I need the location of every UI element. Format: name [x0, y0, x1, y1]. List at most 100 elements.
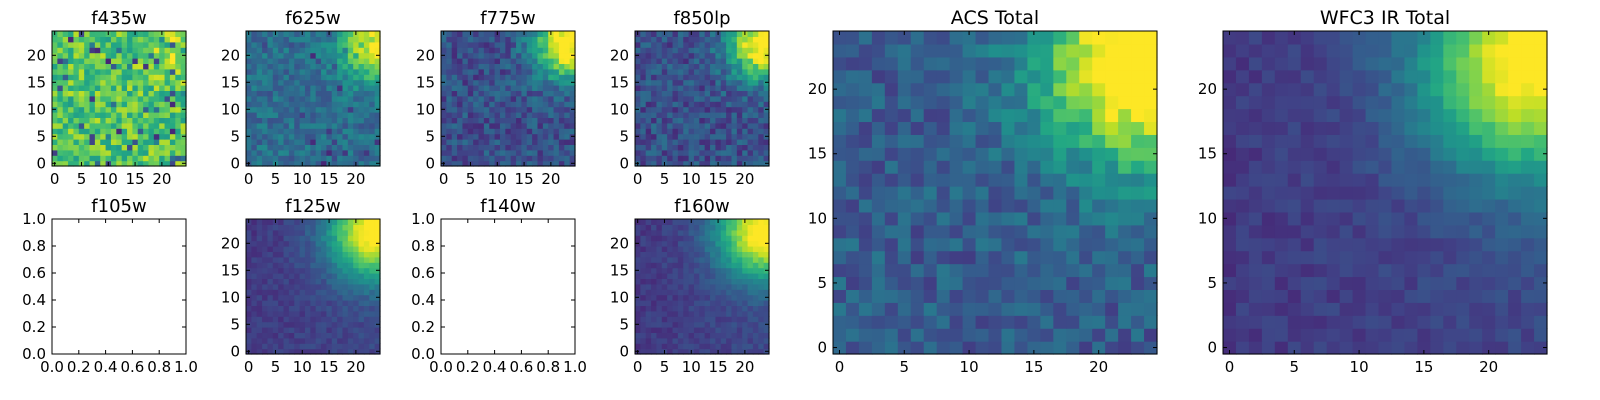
heatmap-cell — [672, 219, 679, 225]
heatmap-cell — [148, 36, 155, 43]
heatmap-cell — [731, 240, 738, 247]
heatmap-cell — [693, 251, 700, 258]
heatmap-cell — [1092, 160, 1106, 174]
heatmap-cell — [451, 112, 458, 118]
heatmap-cell — [315, 122, 322, 129]
heatmap-cell — [683, 58, 690, 64]
heatmap-cell — [68, 106, 75, 113]
heatmap-cell — [656, 31, 663, 37]
heatmap-cell — [688, 251, 695, 258]
heatmap-cell — [910, 56, 925, 71]
x-tick-label: 20 — [735, 170, 754, 188]
heatmap-cell — [553, 122, 560, 129]
heatmap-cell — [478, 117, 485, 124]
heatmap-cell — [936, 82, 951, 97]
heatmap-cell — [1144, 147, 1158, 161]
heatmap-cell — [321, 112, 327, 118]
heatmap-cell — [331, 224, 338, 231]
heatmap-cell — [975, 341, 990, 355]
heatmap-cell — [1326, 237, 1341, 252]
heatmap-cell — [337, 246, 344, 252]
heatmap-cell — [478, 144, 485, 151]
heatmap-cell — [331, 90, 338, 97]
heatmap-cell — [871, 237, 886, 252]
heatmap-cell — [661, 85, 668, 91]
heatmap-cell — [272, 332, 279, 339]
heatmap-cell — [1053, 31, 1067, 45]
heatmap-cell — [532, 90, 539, 97]
heatmap-cell — [1274, 302, 1289, 316]
heatmap-cell — [489, 85, 496, 91]
heatmap-cell — [667, 348, 674, 355]
heatmap-cell — [267, 117, 274, 124]
heatmap-cell — [747, 144, 754, 151]
heatmap-cell — [532, 101, 539, 108]
heatmap-cell — [499, 101, 506, 108]
heatmap-cell — [304, 251, 311, 258]
heatmap-cell — [747, 133, 754, 140]
heatmap-cell — [1040, 315, 1054, 329]
heatmap-cell — [337, 300, 344, 306]
heatmap-cell — [720, 316, 727, 323]
heatmap-cell — [1014, 173, 1028, 187]
heatmap-cell — [321, 160, 327, 167]
heatmap-cell — [510, 128, 517, 135]
heatmap-cell — [542, 95, 549, 102]
heatmap-cell — [635, 283, 641, 290]
heatmap-cell — [347, 128, 354, 135]
heatmap-cell — [923, 224, 938, 239]
heatmap-cell — [1053, 341, 1067, 355]
heatmap-cell — [1014, 250, 1028, 265]
heatmap-cell — [353, 316, 360, 323]
heatmap-cell — [704, 240, 711, 247]
heatmap-cell — [747, 106, 754, 113]
heatmap-cell — [347, 90, 354, 97]
heatmap-cell — [651, 332, 658, 339]
heatmap-cell — [331, 58, 338, 64]
heatmap-cell — [256, 149, 263, 156]
heatmap-cell — [731, 128, 738, 135]
y-tick-label: 20 — [416, 46, 435, 64]
heatmap-cell — [137, 36, 144, 43]
heatmap-cell — [283, 219, 290, 225]
heatmap-cell — [720, 144, 727, 151]
heatmap-cell — [137, 106, 144, 113]
heatmap-cell — [304, 117, 311, 124]
heatmap-cell — [353, 343, 360, 350]
heatmap-cell — [742, 310, 749, 317]
heatmap-cell — [1313, 198, 1328, 213]
heatmap-cell — [677, 144, 684, 151]
heatmap-cell — [100, 52, 107, 59]
panel-title: f140w — [480, 196, 535, 217]
heatmap-cell — [369, 101, 376, 108]
heatmap-cell — [137, 47, 144, 54]
heatmap-cell — [105, 58, 112, 64]
heatmap-cell — [731, 219, 738, 225]
heatmap-cell — [358, 36, 365, 43]
heatmap-cell — [121, 117, 128, 124]
heatmap-cell — [569, 41, 576, 48]
heatmap-cell — [871, 289, 886, 303]
heatmap-cell — [251, 122, 258, 129]
heatmap-cell — [858, 289, 873, 303]
heatmap-cell — [720, 155, 727, 162]
heatmap-cell — [62, 155, 69, 162]
heatmap-cell — [758, 139, 765, 145]
heatmap-cell — [1092, 315, 1106, 329]
heatmap-cell — [910, 341, 925, 355]
heatmap-cell — [1235, 315, 1250, 329]
heatmap-cell — [1287, 211, 1302, 226]
heatmap-cell — [148, 68, 155, 75]
heatmap-cell — [1053, 302, 1067, 316]
heatmap-cell — [84, 117, 91, 124]
heatmap-cell — [763, 117, 770, 124]
heatmap-cell — [1066, 108, 1080, 123]
heatmap-cell — [462, 63, 469, 70]
heatmap-cell — [272, 139, 279, 145]
heatmap-cell — [672, 122, 679, 129]
heatmap-cell — [347, 327, 354, 333]
heatmap-cell — [159, 95, 166, 102]
heatmap-cell — [521, 68, 528, 75]
heatmap-cell — [845, 250, 860, 265]
heatmap-cell — [262, 289, 269, 296]
